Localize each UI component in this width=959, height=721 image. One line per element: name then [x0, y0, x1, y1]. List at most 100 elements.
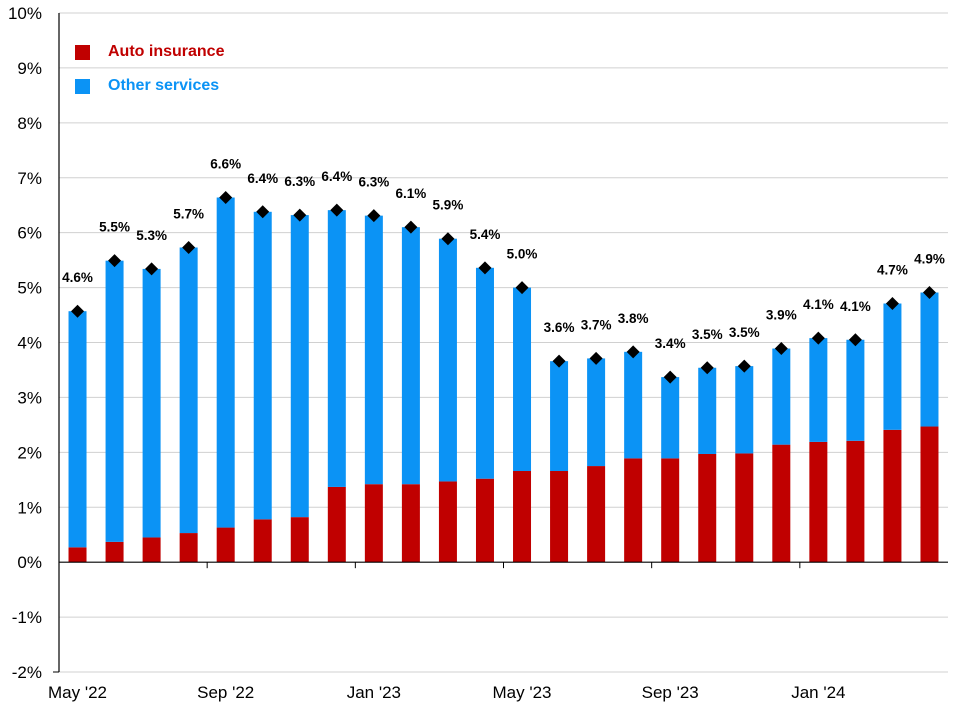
total-data-label: 6.4% — [247, 171, 278, 186]
bar-auto-insurance — [883, 429, 902, 563]
bar-auto-insurance — [475, 478, 494, 563]
total-marker — [478, 261, 492, 275]
bar-other-services — [142, 268, 161, 538]
bar-other-services — [327, 210, 346, 487]
legend-label-other-services: Other services — [108, 77, 220, 94]
total-marker — [515, 281, 529, 295]
y-tick-label: -1% — [12, 608, 42, 627]
total-data-label: 3.5% — [729, 325, 760, 340]
bar-auto-insurance — [846, 440, 865, 563]
bar-auto-insurance — [438, 481, 457, 563]
total-marker — [441, 232, 455, 246]
y-tick-label: 9% — [17, 59, 42, 78]
bar-auto-insurance — [364, 484, 383, 563]
bar-auto-insurance — [327, 486, 346, 563]
total-data-label: 5.5% — [99, 220, 130, 235]
total-marker — [145, 262, 159, 276]
total-data-label: 5.0% — [507, 247, 538, 262]
total-marker — [552, 354, 566, 368]
total-data-label: 6.1% — [396, 186, 427, 201]
bar-other-services — [179, 247, 198, 534]
bar-auto-insurance — [513, 471, 532, 563]
bar-auto-insurance — [550, 471, 569, 563]
total-marker — [71, 304, 85, 318]
total-data-label: 3.4% — [655, 336, 686, 351]
bar-other-services — [513, 287, 532, 472]
bar-auto-insurance — [809, 441, 828, 563]
total-marker — [626, 345, 640, 359]
y-tick-label: 5% — [17, 279, 42, 298]
total-marker — [885, 297, 899, 311]
total-marker — [367, 209, 381, 223]
legend-swatch-auto-insurance — [75, 44, 90, 60]
x-tick-label: Jan '24 — [791, 683, 845, 702]
total-data-label: 5.7% — [173, 206, 204, 221]
y-tick-label: 4% — [17, 334, 42, 353]
bar-other-services — [883, 303, 902, 430]
total-marker — [700, 361, 714, 375]
total-marker — [774, 342, 788, 356]
y-tick-label: 2% — [17, 443, 42, 462]
bar-other-services — [216, 197, 235, 528]
total-marker — [404, 220, 418, 234]
x-tick-label: Jan '23 — [347, 683, 401, 702]
total-data-label: 6.6% — [210, 157, 241, 172]
bar-other-services — [475, 267, 494, 479]
bar-auto-insurance — [216, 527, 235, 563]
y-tick-label: 3% — [17, 388, 42, 407]
x-tick-label: Sep '22 — [197, 683, 254, 702]
x-tick-label: May '23 — [493, 683, 552, 702]
bar-auto-insurance — [290, 517, 309, 563]
bar-other-services — [920, 292, 939, 427]
legend-label-auto-insurance: Auto insurance — [108, 43, 225, 60]
total-data-label: 4.1% — [840, 299, 871, 314]
total-marker — [811, 331, 825, 345]
total-data-label: 4.7% — [877, 263, 908, 278]
bar-auto-insurance — [68, 547, 87, 563]
total-data-label: 3.8% — [618, 311, 649, 326]
bar-auto-insurance — [920, 426, 939, 563]
bar-other-services — [401, 227, 420, 485]
total-marker — [293, 208, 307, 222]
total-marker — [219, 191, 233, 205]
bar-auto-insurance — [587, 466, 606, 563]
bar-other-services — [846, 339, 865, 441]
y-tick-label: 10% — [8, 4, 42, 23]
bar-other-services — [698, 367, 717, 454]
total-marker — [182, 240, 196, 254]
total-marker — [589, 351, 603, 365]
bar-auto-insurance — [179, 533, 198, 563]
bar-other-services — [587, 358, 606, 467]
total-marker — [663, 370, 677, 384]
bar-other-services — [438, 238, 457, 482]
total-data-label: 4.9% — [914, 252, 945, 267]
bar-other-services — [550, 361, 569, 472]
total-marker — [737, 359, 751, 373]
y-tick-label: 7% — [17, 169, 42, 188]
bar-auto-insurance — [772, 444, 791, 563]
bar-auto-insurance — [105, 541, 124, 563]
legend-item-auto-insurance: Auto insurance — [75, 42, 224, 62]
bar-auto-insurance — [401, 484, 420, 563]
total-data-label: 4.1% — [803, 297, 834, 312]
bar-other-services — [105, 260, 124, 542]
x-tick-label: May '22 — [48, 683, 107, 702]
y-tick-label: -2% — [12, 663, 42, 682]
bar-auto-insurance — [142, 537, 161, 563]
bar-other-services — [809, 338, 828, 442]
total-data-label: 3.7% — [581, 317, 612, 332]
y-tick-label: 0% — [17, 553, 42, 572]
total-data-label: 6.3% — [358, 175, 389, 190]
total-data-label: 5.3% — [136, 228, 167, 243]
total-marker — [330, 203, 344, 217]
y-tick-label: 1% — [17, 498, 42, 517]
bar-auto-insurance — [661, 458, 680, 563]
bar-auto-insurance — [253, 519, 272, 563]
total-marker — [256, 205, 270, 219]
total-data-label: 3.9% — [766, 308, 797, 323]
total-marker — [922, 286, 936, 300]
total-marker — [848, 333, 862, 347]
x-tick-label: Sep '23 — [642, 683, 699, 702]
legend-swatch-other-services — [75, 78, 90, 94]
